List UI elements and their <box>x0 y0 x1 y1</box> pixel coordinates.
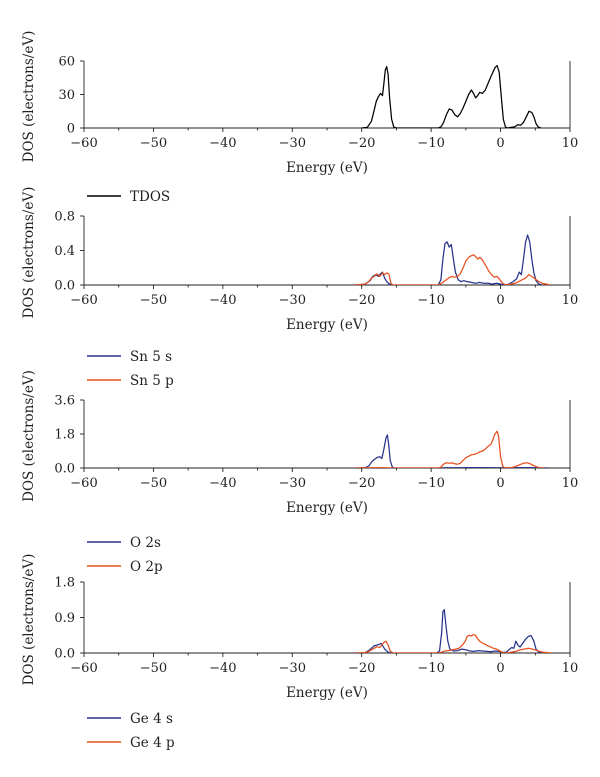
x-tick-label: −40 <box>209 293 236 308</box>
y-axis-label: DOS (electrons/eV) <box>21 187 37 319</box>
x-tick-label: −50 <box>140 293 167 308</box>
x-tick-label: −20 <box>348 661 375 676</box>
x-tick-label: −20 <box>348 293 375 308</box>
series-line-tdos <box>361 64 542 128</box>
legend-label: TDOS <box>130 189 170 205</box>
y-tick-label: 1.8 <box>54 576 75 591</box>
y-tick-label: 0.0 <box>54 647 75 662</box>
y-tick-label: 0.9 <box>54 611 75 626</box>
x-tick-label: −30 <box>279 661 306 676</box>
x-axis-label: Energy (eV) <box>286 500 368 516</box>
y-tick-label: 0.8 <box>54 210 75 225</box>
x-tick-label: −20 <box>348 136 375 151</box>
x-tick-label: −50 <box>140 476 167 491</box>
x-axis-label: Energy (eV) <box>286 317 368 333</box>
y-tick-label: 0.0 <box>54 279 75 294</box>
x-tick-label: 10 <box>562 136 579 151</box>
x-tick-label: 0 <box>496 136 504 151</box>
x-tick-label: 10 <box>562 476 579 491</box>
series-line-ge-4-s <box>354 608 543 653</box>
x-tick-label: −20 <box>348 476 375 491</box>
x-tick-label: 0 <box>496 661 504 676</box>
y-axis-label: DOS (electrons/eV) <box>21 370 37 502</box>
x-axis-label: Energy (eV) <box>286 160 368 176</box>
x-tick-label: 0 <box>496 476 504 491</box>
y-tick-label: 0.0 <box>54 462 75 477</box>
x-tick-label: −60 <box>70 136 97 151</box>
x-tick-label: −50 <box>140 136 167 151</box>
series-line-o-2p <box>354 430 545 468</box>
legend-label: Ge 4 s <box>130 711 173 727</box>
y-axis-label: DOS (electrons/eV) <box>21 31 37 163</box>
x-tick-label: 0 <box>496 293 504 308</box>
x-tick-label: −10 <box>417 136 444 151</box>
legend-label: Sn 5 s <box>130 349 172 365</box>
series-line-sn-5-p <box>354 254 551 285</box>
legend-label: O 2p <box>130 559 163 575</box>
x-tick-label: −10 <box>417 293 444 308</box>
y-axis-label: DOS (electrons/eV) <box>21 554 37 686</box>
y-tick-label: 0 <box>67 122 75 137</box>
legend-label: Sn 5 p <box>130 373 174 389</box>
x-tick-label: −30 <box>279 136 306 151</box>
legend-label: O 2s <box>130 535 161 551</box>
dos-panel-4: −60 −50 −40 −30 −20 −10 0 10 0.0 0.9 1.8 DOS (elect… <box>21 554 578 751</box>
x-tick-label: −30 <box>279 476 306 491</box>
x-tick-label: 10 <box>562 661 579 676</box>
series-line-ge-4-p <box>354 633 552 653</box>
dos-panel-3: −60 −50 −40 −30 −20 −10 0 10 0.0 1.8 3.6 DOS (elect… <box>21 370 578 575</box>
x-tick-label: −30 <box>279 293 306 308</box>
dos-panel-1: −60 −50 −40 −30 −20 −10 0 10 0 30 60 DOS (electrons… <box>21 31 578 205</box>
y-tick-label: 1.8 <box>54 428 75 443</box>
x-tick-label: −40 <box>209 476 236 491</box>
legend-label: Ge 4 p <box>130 735 175 751</box>
x-tick-label: 10 <box>562 293 579 308</box>
x-tick-label: −40 <box>209 136 236 151</box>
y-tick-label: 30 <box>58 88 75 103</box>
x-axis-label: Energy (eV) <box>286 685 368 701</box>
series-line-sn-5-s <box>354 234 543 285</box>
x-tick-label: −60 <box>70 476 97 491</box>
x-tick-label: −40 <box>209 661 236 676</box>
y-tick-label: 3.6 <box>54 394 75 409</box>
x-tick-label: −60 <box>70 661 97 676</box>
x-tick-label: −10 <box>417 476 444 491</box>
y-tick-label: 0.4 <box>54 244 75 259</box>
x-tick-label: −10 <box>417 661 444 676</box>
dos-panel-2: −60 −50 −40 −30 −20 −10 0 10 0.0 0.4 0.8 DOS (elect… <box>21 187 578 389</box>
series-line-o-2s <box>354 434 550 468</box>
x-tick-label: −50 <box>140 661 167 676</box>
y-tick-label: 60 <box>58 55 75 70</box>
x-tick-label: −60 <box>70 293 97 308</box>
